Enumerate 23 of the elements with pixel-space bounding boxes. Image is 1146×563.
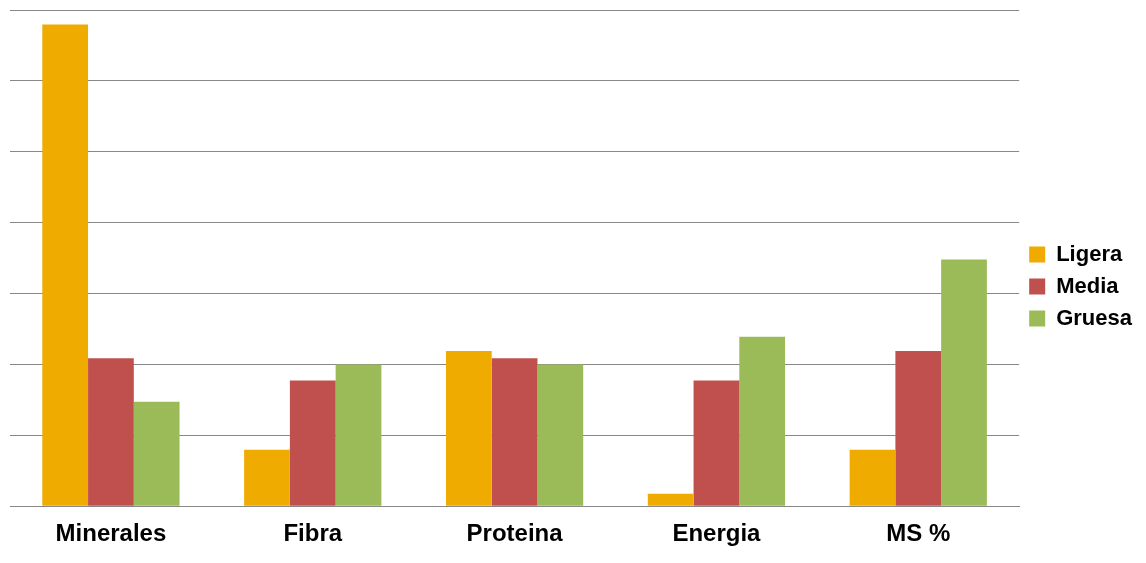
x-tick-label: Minerales: [55, 519, 167, 547]
bar: [88, 358, 134, 506]
bar: [289, 380, 336, 506]
bar: [133, 401, 180, 506]
x-tick-label: Energia: [672, 519, 762, 547]
bar: [335, 364, 382, 506]
bar: [42, 24, 89, 506]
x-tick-label: MS %: [886, 519, 951, 547]
bar: [895, 351, 942, 506]
legend-label: Media: [1056, 272, 1120, 298]
x-tick-label: Fibra: [283, 519, 343, 547]
bar: [941, 259, 987, 506]
bar: [537, 364, 584, 506]
bar: [491, 358, 538, 506]
x-tick-label: Proteina: [466, 519, 564, 547]
bar: [739, 336, 786, 506]
bar: [849, 449, 896, 506]
bar: [647, 493, 694, 506]
bar: [445, 351, 492, 506]
legend-label: Gruesa: [1056, 304, 1133, 330]
bar: [693, 380, 740, 506]
legend-label: Ligera: [1056, 240, 1123, 266]
bar: [244, 449, 290, 506]
